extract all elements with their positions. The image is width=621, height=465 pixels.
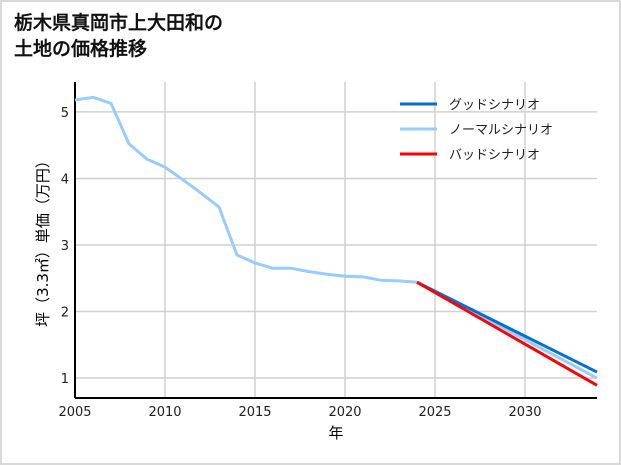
series-line-1: [74, 95, 598, 380]
y-axis-label: 坪（3.3㎡）単価（万円）: [34, 153, 52, 327]
series-line-0: [416, 280, 598, 374]
x-tick-label: 2005: [58, 405, 91, 420]
chart-title: 栃木県真岡市上大田和の 土地の価格推移: [14, 10, 223, 62]
x-tick-label: 2010: [148, 405, 181, 420]
legend-label-2: バッドシナリオ: [449, 148, 540, 163]
title-line-1: 栃木県真岡市上大田和の: [14, 12, 224, 34]
legend-label-1: ノーマルシナリオ: [449, 123, 553, 138]
y-tick-label: 1: [61, 372, 69, 387]
series-line-2: [416, 280, 598, 387]
y-tick-label: 3: [61, 239, 69, 254]
x-tick-label: 2025: [418, 405, 451, 420]
y-tick-label: 5: [61, 106, 69, 121]
y-tick-label: 2: [61, 306, 69, 321]
title-line-2: 土地の価格推移: [14, 38, 148, 60]
x-axis-label: 年: [328, 424, 343, 442]
x-tick-label: 2015: [238, 405, 271, 420]
x-tick-label: 2030: [508, 405, 541, 420]
x-tick-label: 2020: [328, 405, 361, 420]
y-tick-label: 4: [61, 172, 69, 187]
legend-label-0: グッドシナリオ: [449, 98, 540, 113]
